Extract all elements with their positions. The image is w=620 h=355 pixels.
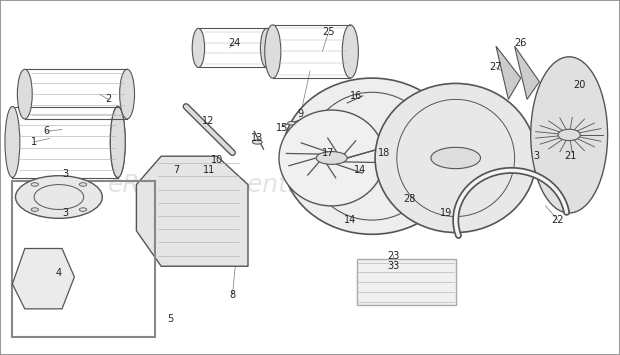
Text: 24: 24 bbox=[228, 38, 241, 48]
Text: 21: 21 bbox=[564, 151, 577, 161]
Text: 14: 14 bbox=[353, 165, 366, 175]
Ellipse shape bbox=[120, 69, 135, 119]
Ellipse shape bbox=[192, 28, 205, 67]
Text: 18: 18 bbox=[378, 148, 391, 158]
Text: 26: 26 bbox=[515, 38, 527, 48]
Ellipse shape bbox=[316, 152, 347, 164]
Text: 25: 25 bbox=[322, 27, 335, 37]
Text: 14: 14 bbox=[344, 215, 356, 225]
Ellipse shape bbox=[375, 83, 536, 233]
Polygon shape bbox=[515, 46, 539, 99]
Text: 17: 17 bbox=[322, 148, 335, 158]
Ellipse shape bbox=[353, 148, 391, 164]
Ellipse shape bbox=[252, 140, 262, 144]
Ellipse shape bbox=[31, 208, 38, 211]
Bar bbox=[356, 259, 456, 305]
Ellipse shape bbox=[265, 25, 281, 78]
Ellipse shape bbox=[110, 106, 125, 178]
Ellipse shape bbox=[260, 28, 273, 67]
Text: 11: 11 bbox=[203, 165, 216, 175]
Ellipse shape bbox=[17, 69, 32, 119]
Text: 13: 13 bbox=[251, 133, 264, 143]
Polygon shape bbox=[12, 248, 74, 309]
Text: 20: 20 bbox=[574, 80, 586, 90]
Text: 23: 23 bbox=[388, 251, 400, 261]
Text: 27: 27 bbox=[490, 62, 502, 72]
Ellipse shape bbox=[5, 106, 20, 178]
Ellipse shape bbox=[16, 176, 102, 218]
Text: 6: 6 bbox=[43, 126, 50, 136]
Ellipse shape bbox=[342, 25, 358, 78]
Ellipse shape bbox=[31, 270, 56, 288]
Text: 5: 5 bbox=[167, 315, 174, 324]
Ellipse shape bbox=[288, 121, 295, 125]
Text: 16: 16 bbox=[350, 91, 363, 101]
Text: 12: 12 bbox=[202, 116, 214, 126]
Text: 8: 8 bbox=[229, 290, 236, 300]
Ellipse shape bbox=[79, 183, 87, 186]
Ellipse shape bbox=[431, 147, 480, 169]
Text: 2: 2 bbox=[105, 94, 112, 104]
Ellipse shape bbox=[282, 78, 462, 234]
Polygon shape bbox=[496, 46, 521, 99]
Text: 3: 3 bbox=[533, 151, 539, 161]
Text: 15: 15 bbox=[276, 123, 288, 133]
Bar bbox=[12, 181, 155, 337]
Text: 22: 22 bbox=[552, 215, 564, 225]
Text: 19: 19 bbox=[440, 208, 453, 218]
Text: 3: 3 bbox=[62, 208, 68, 218]
Ellipse shape bbox=[279, 110, 384, 206]
Ellipse shape bbox=[31, 183, 38, 186]
Text: 9: 9 bbox=[298, 109, 304, 119]
Text: 3: 3 bbox=[62, 169, 68, 179]
Polygon shape bbox=[136, 156, 248, 266]
Text: 28: 28 bbox=[403, 194, 415, 204]
Text: 33: 33 bbox=[388, 261, 400, 271]
Ellipse shape bbox=[531, 57, 608, 213]
Text: 10: 10 bbox=[211, 155, 223, 165]
Ellipse shape bbox=[558, 129, 580, 141]
Text: eReplacementParts.com: eReplacementParts.com bbox=[107, 173, 414, 197]
Ellipse shape bbox=[79, 208, 87, 211]
Text: 7: 7 bbox=[174, 165, 180, 175]
Ellipse shape bbox=[110, 106, 125, 178]
Text: 4: 4 bbox=[56, 268, 62, 278]
Text: 1: 1 bbox=[31, 137, 37, 147]
